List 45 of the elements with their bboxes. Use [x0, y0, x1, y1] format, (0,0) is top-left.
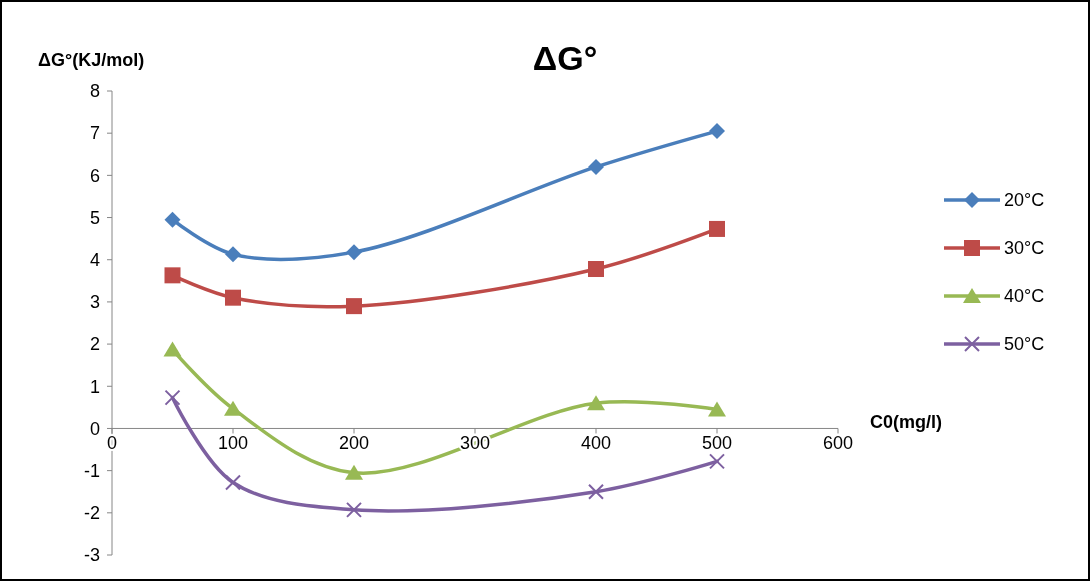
- y-tick-label: 0: [89, 418, 100, 439]
- point: [709, 220, 725, 237]
- point: [225, 289, 241, 306]
- point: [163, 341, 182, 357]
- point: [588, 261, 604, 278]
- point: [224, 400, 242, 416]
- point: [709, 453, 725, 470]
- y-tick-label: 7: [89, 123, 100, 144]
- x-tick-label: 600: [822, 433, 854, 454]
- point: [345, 464, 363, 480]
- point: [588, 158, 604, 175]
- y-tick-label: 3: [89, 292, 100, 313]
- y-tick-label: -2: [83, 503, 100, 524]
- point: [225, 246, 241, 263]
- x-tick-label: 400: [580, 433, 612, 454]
- point: [587, 395, 605, 411]
- point: [164, 211, 181, 228]
- point: [346, 501, 362, 518]
- legend-label: 20°C: [1004, 190, 1045, 211]
- x-tick-label: 0: [106, 433, 118, 454]
- y-tick-label: 2: [89, 334, 100, 355]
- point: [708, 401, 726, 417]
- y-tick-label: -3: [83, 545, 100, 566]
- y-tick-label: -1: [83, 460, 100, 481]
- point: [346, 298, 362, 315]
- y-tick-label: 4: [89, 250, 100, 271]
- x-axis-title: C0(mg/l): [870, 412, 943, 432]
- point: [164, 389, 181, 406]
- x-tick-label: 500: [701, 433, 733, 454]
- x-tick-label: 100: [217, 433, 249, 454]
- point: [588, 483, 604, 500]
- point: [225, 474, 241, 491]
- y-axis-title: ΔG°(KJ/mol): [38, 50, 145, 70]
- legend-label: 30°C: [1004, 238, 1045, 259]
- y-tick-label: 8: [89, 81, 100, 102]
- legend-label: 40°C: [1004, 286, 1045, 307]
- point: [709, 123, 725, 140]
- legend-label: 50°C: [1004, 334, 1045, 355]
- y-tick-label: 1: [89, 376, 100, 397]
- y-tick-label: 6: [89, 165, 100, 186]
- point: [164, 267, 181, 284]
- chart-title: ΔG°: [532, 39, 598, 77]
- y-tick-label: 5: [89, 207, 100, 228]
- x-tick-label: 200: [338, 433, 370, 454]
- point: [346, 244, 362, 261]
